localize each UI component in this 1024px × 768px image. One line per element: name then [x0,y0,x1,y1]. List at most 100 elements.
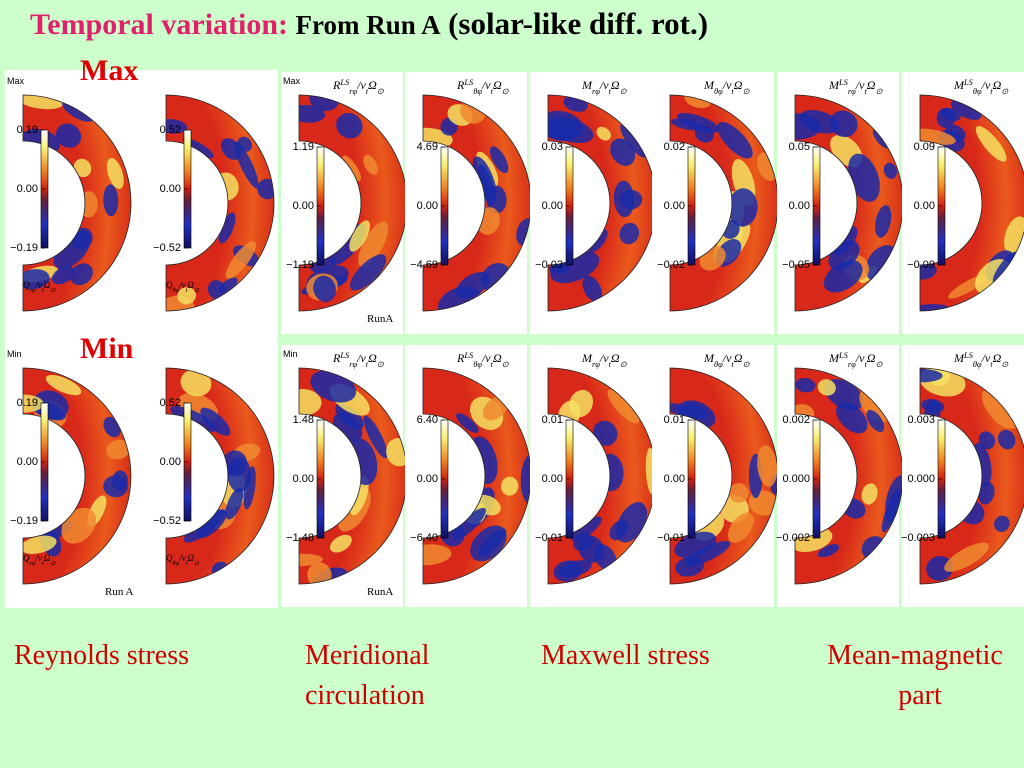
pattern-blob [607,389,640,424]
pattern-blob [588,229,608,253]
pattern-blob [596,126,611,141]
colorbar-tick-label: 0.003 [907,414,935,426]
label-part: /ν [178,553,186,563]
pattern-blob [975,125,1007,162]
pattern-blob [936,107,956,128]
corner-label: Max [7,76,25,86]
pattern-blob [177,287,196,305]
label-part: θφ [973,87,982,96]
label-part: /ν [722,351,732,365]
run-label: Run A [105,586,133,598]
pattern-blob [23,95,65,110]
label-part: R [332,78,341,92]
colorbar-tick-label: 0.00 [664,473,685,485]
pattern-blob [197,509,227,539]
label-part: /ν [356,351,366,365]
pattern-blob [363,415,388,459]
pattern-blob [836,402,868,434]
colorbar-tick-label: 1.19 [293,141,314,153]
shell-outline [669,367,779,585]
shell-pattern [299,95,389,302]
pattern-blob [944,542,989,572]
label-part: rφ [848,360,856,369]
colorbar-tick-label: −0.09 [907,259,935,271]
pattern-blob [51,266,75,285]
label-part: M [581,78,593,92]
label-part: M [953,78,965,92]
panel: 0.19 0.00 −0.19 Max Qrφ/νtΩ⊙ [5,72,132,334]
panel: 0.01 0.00 −0.01 Mrφ/νtΩ⊙ [530,345,657,607]
label-part: t [42,560,44,567]
label-part: t [731,87,734,96]
colorbar-tick-label: 0.00 [417,473,438,485]
quantity-label: MLSθφ/νtΩ⊙ [953,351,1009,369]
quantity-label: MLSrφ/νtΩ⊙ [828,351,883,369]
pattern-blob [978,431,996,450]
label-part: /ν [481,78,491,92]
quantity-label: RLSrφ/νtΩ⊙ [332,78,385,96]
pattern-blob [717,122,753,159]
label-part: ⊙ [502,87,510,96]
label-part: Q [166,553,173,563]
label-part: ⊙ [377,360,385,369]
pattern-blob [309,95,339,111]
pattern-blob [225,487,244,520]
slide-title: Temporal variation: From Run A (solar-li… [30,6,708,41]
pattern-blob [222,450,248,477]
pattern-blob [180,369,212,397]
label-part: ⊙ [1001,87,1009,96]
pattern-blob [619,222,640,245]
label-part: /ν [855,78,865,92]
pattern-blob [23,394,44,413]
shell-outline [298,94,408,312]
pattern-blob [920,260,937,280]
pattern-blob [349,220,371,252]
pattern-blob [73,158,92,178]
panel: 0.05 0.00 −0.05 MLSrφ/νtΩ⊙ [777,72,904,334]
pattern-blob [582,275,603,302]
colorbar-tick-label: 0.00 [17,183,38,195]
label-part: Ω [611,351,620,365]
pattern-blob [994,515,1010,532]
label-part: ⊙ [875,87,883,96]
label-part: rφ [349,87,357,96]
label-part: t [609,87,612,96]
quantity-label: Qrφ/νtΩ⊙ [23,553,56,567]
label-part: /ν [855,351,865,365]
label-part: Ω [611,78,620,92]
pattern-blob [881,488,901,533]
label-part: ⊙ [50,560,56,567]
colorbar-tick-label: 0.00 [293,473,314,485]
colorbar-tick-label: 0.03 [542,141,563,153]
panel: 0.002 0.000 −0.002 MLSrφ/νtΩ⊙ [776,345,904,607]
colorbar-tick-label: 0.52 [160,397,181,409]
quantity-label: MLSrφ/νtΩ⊙ [828,78,883,96]
shell-outline [919,94,1024,312]
pattern-blob [478,528,507,557]
label-part: t [990,87,993,96]
pattern-blob [207,280,227,300]
quantity-label: RLSrφ/νtΩ⊙ [332,351,385,369]
panel: 1.48 0.00 −1.48 Min RunA RLSrφ/νtΩ⊙ [281,345,408,607]
label-part: Ω [493,351,502,365]
pattern-blob [757,445,778,487]
colorbar-tick-label: 0.002 [782,414,810,426]
colorbar-tick-label: −0.01 [657,532,685,544]
label-part: /ν [722,78,732,92]
label-part: t [366,87,369,96]
label-part: M [703,351,715,365]
caption: Maxwell stress [541,640,710,671]
pattern-blob [166,119,187,134]
label-part: LS [838,351,849,360]
pattern-blob [677,112,719,133]
row-label: Min [80,332,134,365]
quantity-label: Mrφ/νtΩ⊙ [581,351,628,369]
panel: 0.52 0.00 −0.52 Qθφ/νtΩ⊙ [148,72,275,334]
label-part: Ω [187,280,194,290]
label-part: ⊙ [194,560,200,567]
quantity-label: Mθφ/νtΩ⊙ [703,351,750,369]
panel: 0.003 0.000 −0.003 MLSθφ/νtΩ⊙ [901,345,1024,607]
pattern-blob [45,374,82,396]
quantity-label: Qθφ/νtΩ⊙ [166,280,200,294]
